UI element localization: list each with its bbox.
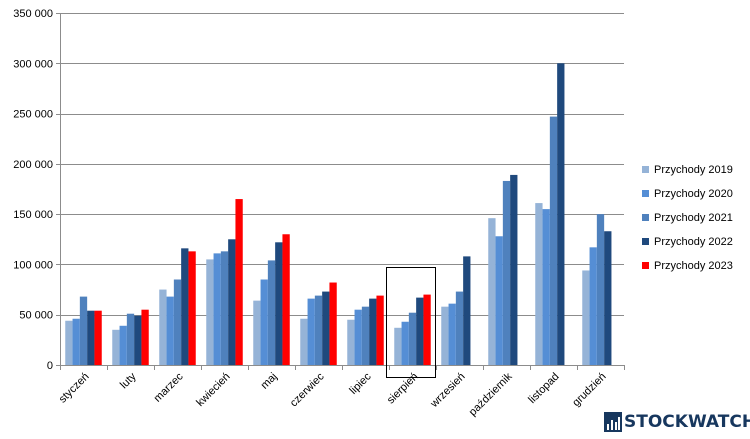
x-tick-label: kwiecień [194,371,232,409]
bar [126,313,135,365]
bar [141,309,149,365]
bar [369,298,377,365]
bar [463,256,471,365]
bar [376,295,384,365]
bar [275,242,283,365]
bar [354,309,362,365]
bar [181,248,189,365]
legend-swatch [642,238,649,245]
x-tick-label: lipiec [347,370,374,397]
bar [282,234,290,365]
bar [119,325,127,365]
x-tick-label: styczeń [57,371,92,406]
bar [228,239,236,365]
y-tick-label: 350 000 [13,8,53,20]
bar [394,327,402,365]
bar [361,306,370,365]
bar [173,279,182,365]
bar [448,303,456,365]
bar [441,306,449,365]
bar [542,209,550,365]
bar [329,282,337,365]
bar [213,253,221,365]
y-tick-label: 50 000 [19,310,53,322]
bar [307,298,315,365]
y-tick-label: 150 000 [13,209,53,221]
bar [604,231,612,365]
legend-label: Przychody 2019 [654,164,733,176]
x-tick-label: październik [467,370,515,418]
legend-label: Przychody 2023 [654,260,733,272]
x-tick-label: grudzień [570,371,608,409]
y-tick-label: 200 000 [13,159,53,171]
bar [401,321,409,365]
bar [267,260,276,365]
x-tick-label: sierpień [385,371,421,407]
bars [65,63,612,365]
y-tick-label: 250 000 [13,109,53,121]
bar [495,236,503,365]
brand-name: STOCKWATCH [624,412,750,432]
highlight-rect [386,267,436,378]
x-tick-label: czerwiec [288,370,327,409]
bar [94,310,102,365]
highlight-box [386,267,436,378]
bar [582,270,590,365]
bar [510,174,518,365]
bar [423,294,431,365]
bar [159,289,167,365]
x-tick-label: wrzesień [428,371,468,411]
x-tick-labels: styczeń luty marzec kwiecień maj czerwiec lipi… [57,370,609,418]
bar [549,116,558,365]
legend: Przychody 2019 Przychody 2020 Przychody 20… [642,164,733,272]
bar [79,296,88,365]
bar [87,310,95,365]
bar [408,312,417,365]
bar [220,251,229,365]
y-tick-label: 100 000 [13,259,53,271]
y-tick-label: 300 000 [13,58,53,70]
legend-label: Przychody 2021 [654,212,733,224]
bar [134,315,142,365]
x-tick-label: listopad [526,371,561,406]
gridlines [60,13,624,316]
bar [300,318,308,365]
bar [557,63,565,365]
y-tick-labels: 0 50 000 100 000 150 000 200 000 250 000 300 0… [13,8,53,372]
legend-swatch [642,262,649,269]
bar [322,291,330,365]
x-tick-label: luty [118,370,139,391]
bar [166,296,174,365]
bar [455,291,464,365]
bar [235,199,243,365]
bar [347,319,355,365]
bar [188,251,196,365]
bar [206,259,214,365]
axes [56,13,625,370]
bar [596,214,605,365]
bar [314,295,323,365]
chart-logo-icon [604,412,622,432]
legend-label: Przychody 2022 [654,236,733,248]
legend-swatch [642,166,649,173]
bar [253,300,261,365]
bar [589,247,597,365]
bar [72,318,80,365]
bar [488,218,496,365]
bar [502,180,511,365]
legend-swatch [642,190,649,197]
legend-label: Przychody 2020 [654,188,733,200]
bar [260,279,268,365]
y-tick-label: 0 [47,360,53,372]
bar [112,329,120,365]
bar [65,320,73,365]
bar [535,203,543,365]
legend-swatch [642,214,649,221]
x-tick-label: marzec [152,370,186,404]
bar [416,297,424,365]
x-tick-label: maj [259,371,280,392]
stockwatch-logo: STOCKWATCH [604,410,750,434]
